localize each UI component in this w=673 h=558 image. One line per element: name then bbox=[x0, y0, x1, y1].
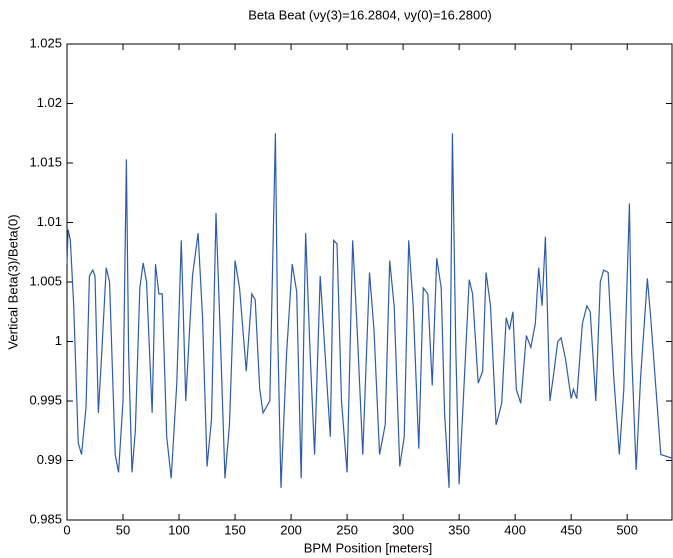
y-tick-label: 1.02 bbox=[37, 95, 62, 110]
x-tick-label: 400 bbox=[504, 522, 526, 537]
y-axis-label: Vertical Beta(3)/Beta(0) bbox=[5, 214, 20, 349]
y-tick-label: 0.99 bbox=[37, 452, 62, 467]
x-axis-label: BPM Position [meters] bbox=[304, 540, 433, 555]
x-tick-label: 200 bbox=[280, 522, 302, 537]
y-tick-label: 0.985 bbox=[29, 511, 62, 526]
y-tick-label: 1.005 bbox=[29, 273, 62, 288]
y-tick-label: 1.015 bbox=[29, 154, 62, 169]
x-tick-label: 0 bbox=[63, 522, 70, 537]
x-tick-label: 450 bbox=[560, 522, 582, 537]
x-tick-label: 100 bbox=[168, 522, 190, 537]
data-line bbox=[66, 133, 673, 488]
y-tick-label: 1.01 bbox=[37, 214, 62, 229]
chart-title: Beta Beat (νy(3)=16.2804, νy(0)=16.2800) bbox=[248, 7, 492, 22]
x-tick-label: 350 bbox=[448, 522, 470, 537]
x-tick-label: 500 bbox=[616, 522, 638, 537]
y-tick-label: 1.025 bbox=[29, 35, 62, 50]
x-tick-label: 50 bbox=[116, 522, 130, 537]
x-tick-label: 250 bbox=[336, 522, 358, 537]
y-tick-label: 1 bbox=[55, 333, 62, 348]
x-tick-label: 300 bbox=[392, 522, 414, 537]
y-tick-label: 0.995 bbox=[29, 392, 62, 407]
x-tick-label: 150 bbox=[224, 522, 246, 537]
